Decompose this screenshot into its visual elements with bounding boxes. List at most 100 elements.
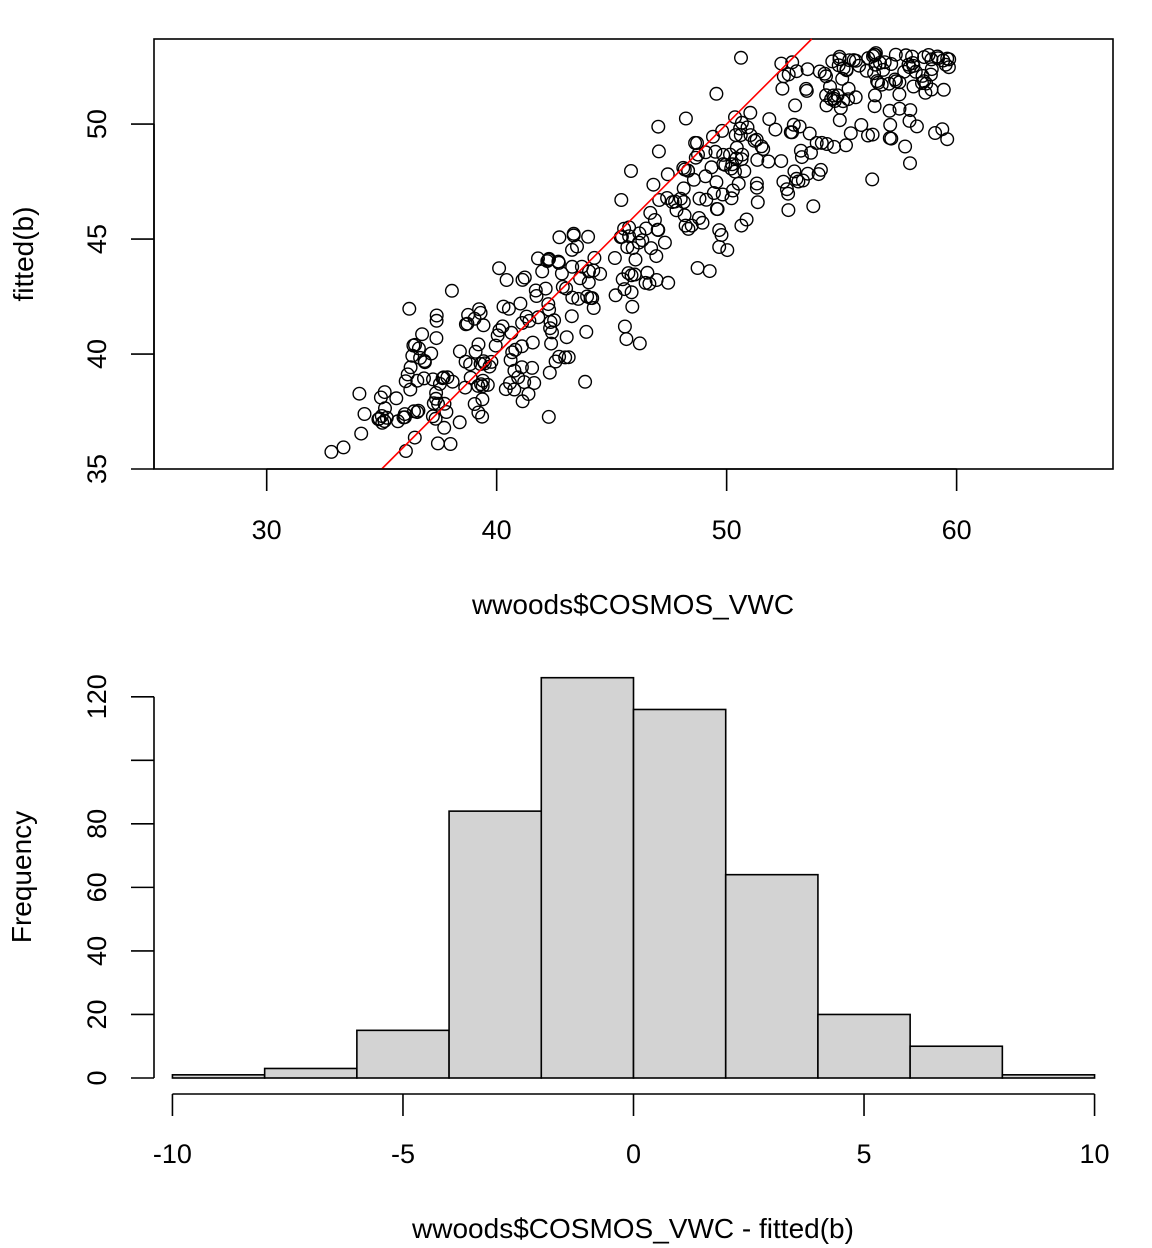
data-point: [813, 162, 828, 177]
data-point: [695, 215, 710, 230]
data-point: [836, 61, 851, 76]
histogram-bar: [448, 810, 543, 1079]
data-point: [561, 350, 576, 365]
data-point: [548, 354, 563, 369]
data-point: [714, 227, 729, 242]
data-point: [552, 230, 567, 245]
data-point: [525, 360, 540, 375]
data-point: [581, 275, 596, 290]
histogram-bar: [1001, 1074, 1096, 1079]
data-point: [621, 266, 636, 281]
data-point: [868, 57, 883, 72]
data-point: [398, 444, 413, 459]
data-point: [436, 370, 451, 385]
data-point: [336, 440, 351, 455]
data-point: [515, 272, 530, 287]
data-point: [547, 313, 562, 328]
data-point: [496, 299, 511, 314]
data-point: [625, 299, 640, 314]
scatter-x-axis-title: wwoods$COSMOS_VWC: [471, 589, 794, 620]
data-point: [725, 157, 740, 172]
data-point: [617, 221, 632, 236]
data-point: [688, 150, 703, 165]
data-point: [475, 392, 490, 407]
data-point: [868, 88, 883, 103]
data-point: [581, 229, 596, 244]
data-point: [517, 375, 532, 390]
data-point: [407, 430, 422, 445]
x-tick-label: 0: [626, 1139, 641, 1169]
data-point: [614, 229, 629, 244]
data-point: [429, 313, 444, 328]
data-point: [425, 409, 440, 424]
data-point: [541, 409, 556, 424]
histogram-x-axis: -10 -5 0 5 10: [153, 1093, 1110, 1169]
y-tick-label: 80: [82, 809, 112, 839]
data-point: [750, 195, 765, 210]
data-point: [888, 47, 903, 62]
data-point: [458, 380, 473, 395]
histogram-y-axis: 0 20 40 60 80 120: [82, 674, 155, 1086]
data-point: [754, 139, 769, 154]
histogram: -10 -5 0 5 10 0 20 40 60 80 120 wwoods$COSMOS_VWC…: [6, 674, 1110, 1244]
data-point: [649, 273, 664, 288]
data-point: [463, 357, 478, 372]
data-point: [443, 437, 458, 452]
y-tick-label: 50: [82, 109, 112, 139]
data-point: [903, 103, 918, 118]
data-point: [413, 350, 428, 365]
data-point: [522, 313, 537, 328]
data-point: [531, 310, 546, 325]
data-point: [691, 147, 706, 162]
data-point: [678, 111, 693, 126]
x-tick-label: 30: [252, 515, 282, 545]
data-point: [898, 139, 913, 154]
data-point: [775, 81, 790, 96]
data-point: [573, 271, 588, 286]
data-point: [578, 374, 593, 389]
histogram-bar: [356, 1029, 450, 1079]
data-point: [514, 360, 529, 375]
data-point: [467, 397, 482, 412]
data-point: [702, 264, 717, 279]
data-point: [544, 336, 559, 351]
data-point: [468, 344, 483, 359]
data-point: [819, 88, 834, 103]
data-point: [649, 249, 664, 264]
data-point: [817, 66, 832, 81]
scatter-plot: 30 40 50 60 35 40 45 50 wwoods$COSMOS_VWC fitt…: [8, 38, 1114, 620]
histogram-y-axis-title: Frequency: [6, 811, 37, 943]
data-point: [750, 152, 765, 167]
data-point: [690, 261, 705, 276]
histogram-bars: [171, 676, 1096, 1079]
data-point: [709, 86, 724, 101]
data-point: [749, 176, 764, 191]
data-point: [917, 50, 932, 65]
data-point: [740, 120, 755, 135]
data-point: [499, 273, 514, 288]
data-point: [471, 337, 486, 352]
data-point: [712, 239, 727, 254]
x-tick-label: 60: [942, 515, 972, 545]
data-point: [587, 250, 602, 265]
data-point: [905, 56, 920, 71]
data-point: [651, 144, 666, 159]
data-point: [877, 55, 892, 70]
data-point: [541, 297, 556, 312]
data-point: [458, 317, 473, 332]
data-point: [535, 264, 550, 279]
data-point: [698, 169, 713, 184]
data-point: [827, 139, 842, 154]
data-point: [428, 411, 443, 426]
data-point: [480, 377, 495, 392]
data-point: [889, 74, 904, 89]
data-point: [324, 444, 339, 459]
data-point: [463, 370, 478, 385]
data-point: [375, 415, 390, 430]
data-point: [529, 289, 544, 304]
data-point: [706, 129, 721, 144]
data-point: [865, 172, 880, 187]
data-point: [352, 386, 367, 401]
data-point: [789, 64, 804, 79]
y-tick-label: 40: [82, 936, 112, 966]
